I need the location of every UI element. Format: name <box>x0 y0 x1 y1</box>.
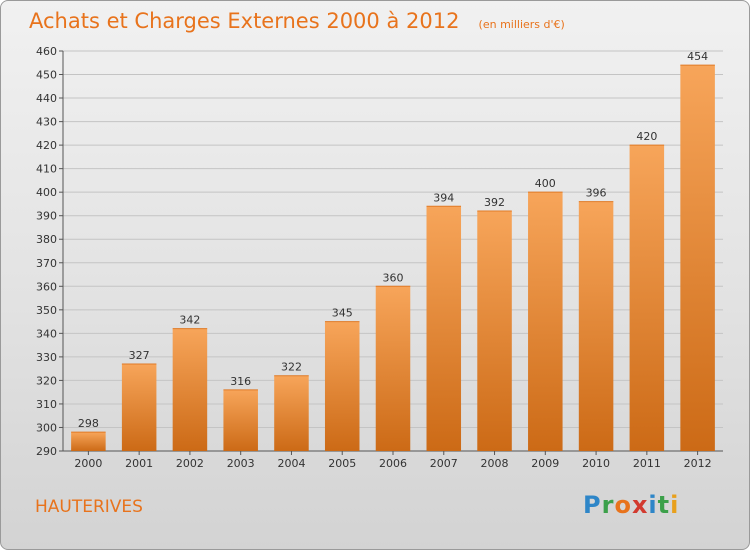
y-tick-label: 380 <box>36 233 57 246</box>
x-tick-label: 2010 <box>582 457 610 470</box>
bar-2005 <box>324 321 360 451</box>
y-tick-label: 320 <box>36 374 57 387</box>
bar-2002 <box>172 328 208 451</box>
y-tick-label: 360 <box>36 280 57 293</box>
bar-2011 <box>629 145 665 451</box>
x-tick-label: 2006 <box>379 457 407 470</box>
x-tick-label: 2003 <box>227 457 255 470</box>
bar-2012 <box>680 65 715 451</box>
value-label: 420 <box>636 130 657 143</box>
logo-letter: P <box>583 491 602 519</box>
value-label: 394 <box>433 191 454 204</box>
value-label: 392 <box>484 196 505 209</box>
value-label: 316 <box>230 375 251 388</box>
commune-name: HAUTERIVES <box>35 497 143 517</box>
value-label: 298 <box>78 417 99 430</box>
bar-2008 <box>477 211 512 451</box>
label-layer: 298 327 342 316 322 345 360 394 392 400 396 420 454 <box>78 50 708 430</box>
y-tick-label: 430 <box>36 116 57 129</box>
logo-letter: i <box>648 491 658 519</box>
chart-title: Achats et Charges Externes 2000 à 2012 <box>29 9 460 33</box>
logo-letter: r <box>601 491 615 519</box>
x-tick-label: 2001 <box>125 457 153 470</box>
bar-2010 <box>578 201 614 451</box>
value-label: 454 <box>687 50 708 63</box>
bar-2006 <box>375 286 411 451</box>
y-tick-label: 440 <box>36 92 57 105</box>
value-label: 360 <box>383 271 404 284</box>
y-tick-label: 420 <box>36 139 57 152</box>
value-label: 342 <box>179 314 200 327</box>
x-tick-label: 2000 <box>74 457 102 470</box>
bar-2003 <box>223 389 258 451</box>
bar-layer <box>71 64 715 452</box>
y-tick-label: 390 <box>36 210 57 223</box>
x-tick-label: 2009 <box>531 457 559 470</box>
x-tick-label: 2011 <box>633 457 661 470</box>
y-tick-label: 330 <box>36 351 57 364</box>
logo-letter: x <box>631 491 649 519</box>
bar-2007 <box>426 206 462 451</box>
logo-letter: o <box>614 491 632 519</box>
logo-letter: i <box>670 491 680 519</box>
value-label: 396 <box>586 187 607 200</box>
y-tick-label: 350 <box>36 304 57 317</box>
logo-letter: t <box>657 491 671 519</box>
y-tick-label: 310 <box>36 398 57 411</box>
chart-subtitle: (en milliers d'€) <box>478 18 565 31</box>
y-tick-label: 400 <box>36 186 57 199</box>
bar-2001 <box>121 363 157 451</box>
bar-2004 <box>274 375 309 451</box>
y-tick-label: 410 <box>36 163 57 176</box>
value-label: 400 <box>535 177 556 190</box>
value-label: 322 <box>281 361 302 374</box>
value-label: 345 <box>332 307 353 320</box>
title-row: Achats et Charges Externes 2000 à 2012 (… <box>29 9 565 33</box>
x-tick-label: 2008 <box>481 457 509 470</box>
value-label: 327 <box>129 349 150 362</box>
bar-2009 <box>528 192 563 452</box>
y-tick-label: 340 <box>36 327 57 340</box>
y-tick-label: 370 <box>36 257 57 270</box>
bar-2000 <box>71 432 106 451</box>
x-tick-label: 2002 <box>176 457 204 470</box>
y-tick-label: 290 <box>36 445 57 458</box>
x-tick-label: 2007 <box>430 457 458 470</box>
y-tick-label: 460 <box>36 45 57 58</box>
x-tick-label: 2012 <box>684 457 712 470</box>
x-tick-label: 2004 <box>277 457 305 470</box>
x-tick-label: 2005 <box>328 457 356 470</box>
y-tick-label: 300 <box>36 421 57 434</box>
y-tick-label: 450 <box>36 69 57 82</box>
proxiti-logo[interactable]: Proxiti <box>583 491 679 519</box>
